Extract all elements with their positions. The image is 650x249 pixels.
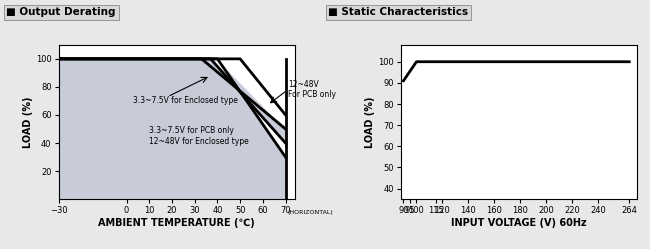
X-axis label: INPUT VOLTAGE (V) 60Hz: INPUT VOLTAGE (V) 60Hz: [451, 218, 587, 228]
Text: 3.3~7.5V for PCB only
12~48V for Enclosed type: 3.3~7.5V for PCB only 12~48V for Enclose…: [150, 126, 249, 146]
X-axis label: AMBIENT TEMPERATURE (℃): AMBIENT TEMPERATURE (℃): [98, 218, 255, 228]
Y-axis label: LOAD (%): LOAD (%): [23, 96, 33, 148]
Text: ■ Static Characteristics: ■ Static Characteristics: [328, 7, 469, 17]
Y-axis label: LOAD (%): LOAD (%): [365, 96, 376, 148]
Text: ■ Output Derating: ■ Output Derating: [6, 7, 116, 17]
Text: 3.3~7.5V for Enclosed type: 3.3~7.5V for Enclosed type: [133, 96, 239, 106]
Polygon shape: [58, 59, 285, 199]
Polygon shape: [202, 59, 285, 129]
Text: 12~48V
For PCB only: 12~48V For PCB only: [288, 80, 336, 99]
Text: (HORIZONTAL): (HORIZONTAL): [288, 210, 333, 215]
Polygon shape: [211, 59, 285, 157]
